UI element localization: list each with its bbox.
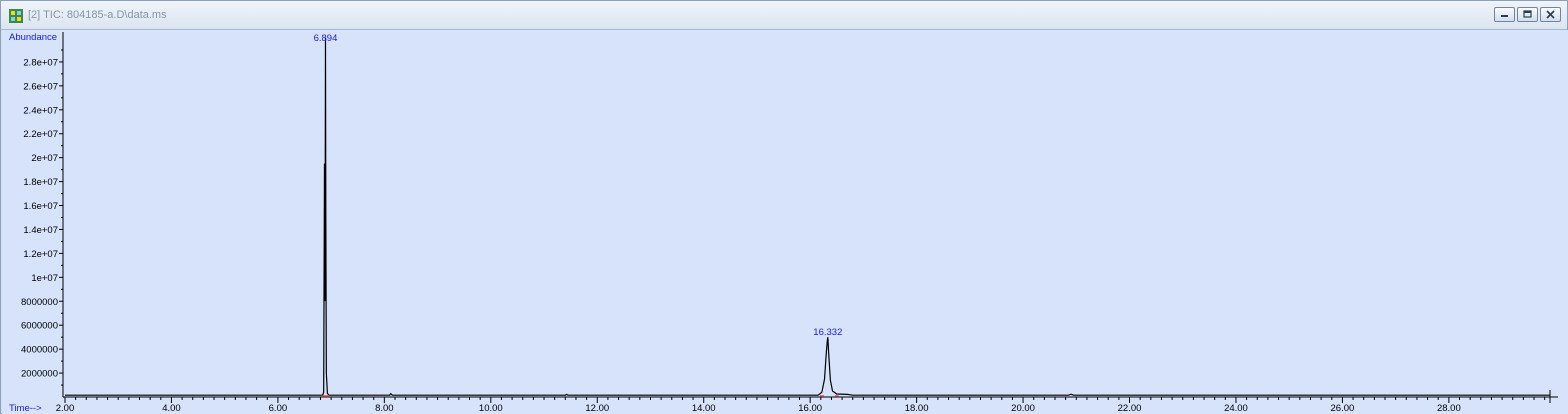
restore-button[interactable]: [1517, 7, 1538, 22]
x-tick-label: 20.00: [1011, 403, 1035, 414]
peak-label: 16.332: [813, 327, 842, 338]
plot-area: 2000000 4000000 6000000 8000000 1e+07 1.2e+07…: [2, 30, 1568, 414]
y-tick-label: 1.2e+07: [23, 249, 58, 260]
x-tick-label: 4.00: [162, 403, 181, 414]
x-tick-label: 12.00: [585, 403, 609, 414]
x-tick-label: 24.00: [1224, 403, 1248, 414]
window-controls: [1494, 7, 1561, 22]
minimize-icon: [1501, 15, 1508, 17]
y-tick-label: 2000000: [21, 369, 58, 380]
chart-background: [2, 30, 1568, 414]
minimize-button[interactable]: [1494, 7, 1515, 22]
peak-labels: 6.894 16.332: [314, 33, 843, 338]
y-tick-label: 6000000: [21, 321, 58, 332]
y-tick-label: 1.6e+07: [23, 201, 58, 212]
chromatogram-app-icon: [9, 9, 23, 23]
x-tick-label: 14.00: [692, 403, 716, 414]
y-tick-label: 4000000: [21, 345, 58, 356]
x-tick-label: 8.00: [375, 403, 394, 414]
y-tick-label: 2.2e+07: [23, 129, 58, 140]
close-icon: [1546, 10, 1555, 19]
x-tick-label: 26.00: [1331, 403, 1355, 414]
y-tick-label: 1.4e+07: [23, 225, 58, 236]
y-tick-label: 2.4e+07: [23, 105, 58, 116]
x-tick-label: 10.00: [479, 403, 503, 414]
peak-label: 6.894: [314, 33, 338, 44]
y-axis: 2000000 4000000 6000000 8000000 1e+07 1.2e+07…: [21, 32, 64, 397]
y-tick-label: 2e+07: [31, 153, 58, 164]
x-tick-label: 16.00: [798, 403, 822, 414]
x-tick-label: 22.00: [1118, 403, 1142, 414]
y-tick-label: 1.8e+07: [23, 177, 58, 188]
x-axis: 2.00 4.00 6.00 8.00 10.00 12.00 14.00 16.00 18.0…: [56, 390, 1558, 414]
tic-trace: [65, 37, 1550, 396]
x-axis-label: Time-->: [9, 403, 42, 414]
title-bar[interactable]: [2] TIC: 804185-a.D\data.ms: [1, 1, 1567, 30]
trace-group: [65, 37, 1550, 396]
chromatogram-chart: 2000000 4000000 6000000 8000000 1e+07 1.2e+07…: [2, 30, 1568, 414]
x-tick-label: 28.00: [1437, 403, 1461, 414]
close-button[interactable]: [1540, 7, 1561, 22]
window-title: [2] TIC: 804185-a.D\data.ms: [28, 9, 167, 21]
y-tick-label: 1e+07: [31, 273, 58, 284]
x-tick-label: 6.00: [269, 403, 288, 414]
y-tick-label: 2.8e+07: [23, 57, 58, 68]
y-tick-label: 2.6e+07: [23, 81, 58, 92]
x-tick-label: 2.00: [56, 403, 75, 414]
x-tick-label: 18.00: [905, 403, 929, 414]
restore-icon: [1523, 10, 1532, 18]
y-axis-label: Abundance: [9, 32, 57, 43]
y-tick-label: 8000000: [21, 297, 58, 308]
